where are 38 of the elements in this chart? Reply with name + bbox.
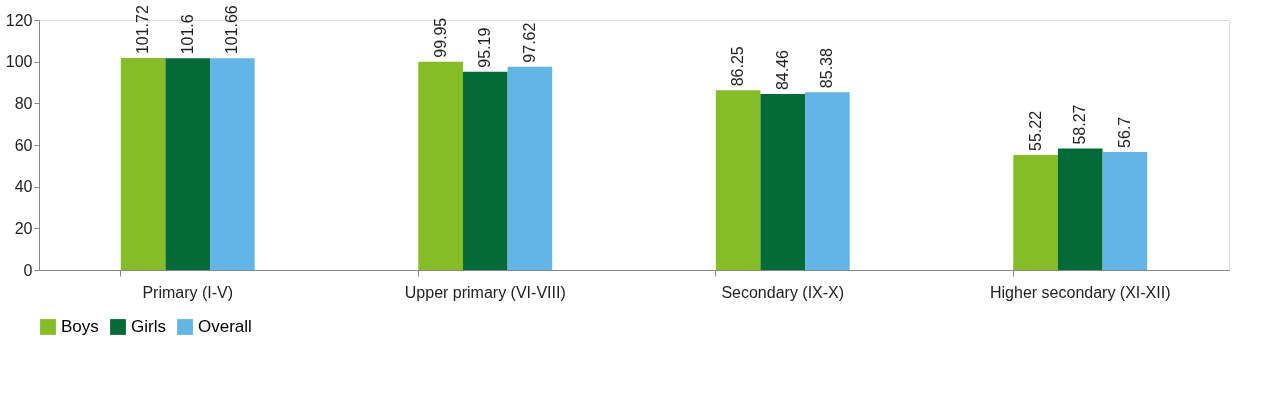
x-tick-label: Upper primary (VI-VIII) <box>404 283 566 301</box>
data-label: 101.6 <box>178 14 196 55</box>
bar <box>507 66 553 270</box>
bar <box>1057 148 1103 270</box>
legend-label: Boys <box>61 317 99 336</box>
y-tick-label: 100 <box>5 53 33 71</box>
data-label: 97.62 <box>520 22 538 63</box>
bar <box>805 92 850 270</box>
data-label: 99.95 <box>431 17 449 58</box>
data-label: 95.19 <box>476 27 494 68</box>
x-tick-label: Higher secondary (XI-XII) <box>989 283 1171 301</box>
bar <box>760 94 806 270</box>
bar <box>715 90 761 270</box>
bar <box>165 58 211 270</box>
data-label: 86.25 <box>729 46 747 87</box>
y-tick-label: 40 <box>14 178 33 196</box>
bar <box>120 58 166 270</box>
x-tick-label: Primary (I-V) <box>142 283 234 301</box>
y-tick-label: 80 <box>14 94 33 112</box>
data-label: 101.72 <box>134 5 152 55</box>
legend-label: Girls <box>131 317 166 336</box>
y-tick-label: 120 <box>5 11 33 29</box>
bar <box>418 61 463 270</box>
data-label: 58.27 <box>1071 104 1089 145</box>
y-tick-label: 60 <box>14 136 33 154</box>
data-label: 84.46 <box>773 49 791 91</box>
bar <box>210 58 255 270</box>
y-tick-label: 20 <box>14 219 33 237</box>
data-label: 85.38 <box>818 47 836 89</box>
data-label: 101.66 <box>223 5 241 55</box>
x-tick-label: Secondary (IX-X) <box>721 283 845 301</box>
y-tick-label: 0 <box>23 261 33 279</box>
bar <box>1013 154 1058 270</box>
data-label: 55.22 <box>1026 110 1044 151</box>
bar <box>462 71 508 270</box>
data-label: 56.7 <box>1115 116 1133 148</box>
bar <box>1102 151 1148 270</box>
legend-label: Overall <box>198 317 252 336</box>
